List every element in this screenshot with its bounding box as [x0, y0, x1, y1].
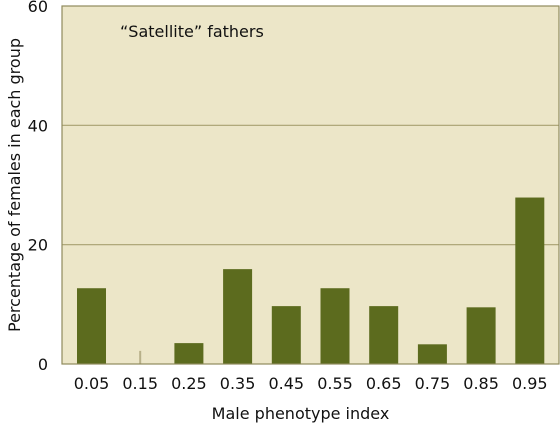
- bar-0.35: [223, 269, 253, 364]
- bar-0.05: [77, 288, 106, 364]
- y-axis-ticks: 0 20 40 60: [28, 0, 48, 374]
- plot-area: [62, 6, 559, 364]
- bar-0.15: [139, 350, 142, 364]
- bar-0.65: [369, 306, 399, 364]
- bar-0.85: [466, 307, 496, 364]
- x-tick-label: 0.45: [268, 374, 304, 393]
- x-tick-label: 0.65: [366, 374, 402, 393]
- x-tick-label: 0.95: [512, 374, 548, 393]
- x-tick-label: 0.25: [171, 374, 207, 393]
- x-tick-label: 0.05: [74, 374, 110, 393]
- plot-border: [61, 5, 560, 365]
- y-axis-title: Percentage of females in each group: [5, 38, 24, 332]
- bar-0.25: [174, 343, 204, 364]
- annotation-label: “Satellite” fathers: [120, 22, 264, 41]
- y-tick-label: 40: [28, 116, 48, 135]
- x-tick-label: 0.75: [415, 374, 451, 393]
- bar-0.55: [320, 288, 350, 364]
- x-tick-label: 0.15: [122, 374, 158, 393]
- y-tick-label: 0: [38, 355, 48, 374]
- bar-0.75: [417, 344, 447, 364]
- bar-0.95: [515, 197, 545, 364]
- y-tick-label: 60: [28, 0, 48, 16]
- y-tick-label: 20: [28, 236, 48, 255]
- bar-0.45: [271, 306, 301, 364]
- x-tick-label: 0.55: [317, 374, 353, 393]
- x-tick-label: 0.85: [463, 374, 499, 393]
- x-axis-title: Male phenotype index: [212, 404, 390, 423]
- x-tick-label: 0.35: [220, 374, 256, 393]
- bars: [77, 197, 545, 364]
- x-axis-ticks: 0.05 0.15 0.25 0.35 0.45 0.55 0.65 0.75 0.85 0.95: [74, 374, 548, 393]
- gridlines: [62, 124, 559, 246]
